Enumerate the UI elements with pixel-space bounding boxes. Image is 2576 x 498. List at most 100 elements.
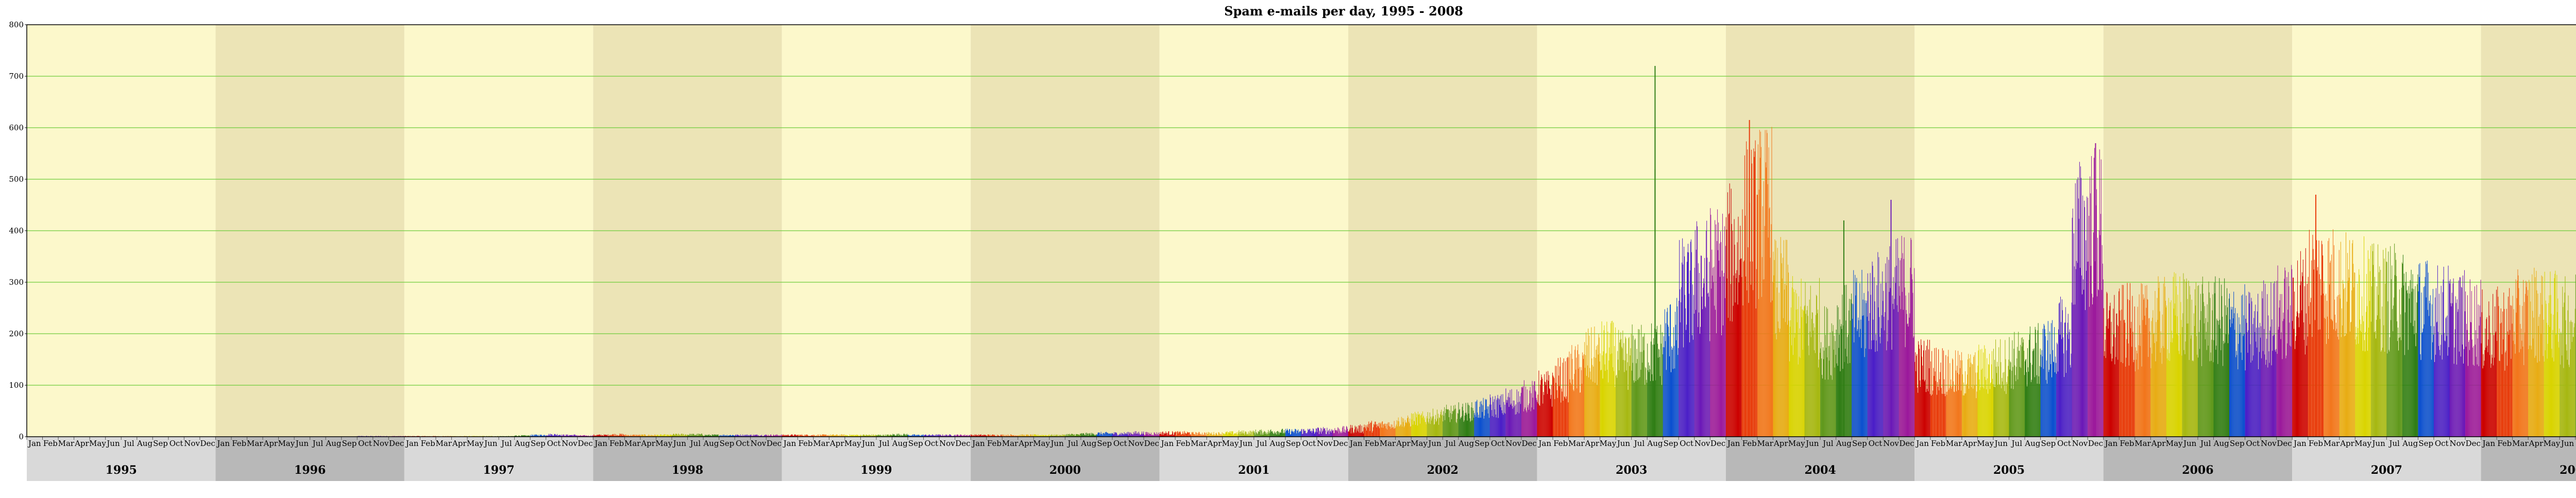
day-bar	[1597, 345, 1598, 437]
month-tick-label: Apr	[2529, 439, 2544, 448]
day-bar	[2395, 253, 2396, 437]
day-bar	[1307, 432, 1308, 437]
day-bar	[1735, 302, 1736, 437]
day-bar	[1858, 320, 1859, 437]
day-bar	[1611, 321, 1612, 437]
day-bar	[1458, 414, 1459, 437]
month-tick-label: Oct	[2057, 439, 2071, 448]
day-bar	[1633, 336, 1634, 437]
day-bar	[2242, 295, 2243, 437]
day-bar	[2437, 265, 2438, 437]
day-bar	[2197, 286, 2198, 437]
day-bar	[1751, 150, 1752, 437]
day-bar	[1120, 433, 1121, 437]
day-bar	[1821, 358, 1822, 437]
day-bar	[2260, 338, 2261, 437]
day-bar	[1915, 352, 1916, 437]
day-bar	[2342, 325, 2343, 437]
day-bar	[1901, 258, 1902, 437]
month-tick-label: May	[1411, 439, 1428, 448]
day-bar	[2405, 282, 2406, 437]
day-bar	[2553, 362, 2554, 437]
day-bar	[1303, 429, 1304, 437]
month-tick-label: Sep	[1664, 439, 1679, 448]
day-bar	[1961, 352, 1962, 437]
day-bar	[2099, 149, 2100, 437]
day-bar	[1299, 432, 1300, 437]
day-bar	[1567, 357, 1568, 437]
month-tick-label: Oct	[1869, 439, 1883, 448]
day-bar	[2180, 302, 2181, 437]
day-bar	[2452, 303, 2453, 437]
month-tick-label: Feb	[1365, 439, 1379, 448]
day-bar	[1328, 430, 1329, 437]
day-bar	[2519, 305, 2520, 437]
day-bar	[1374, 425, 1375, 437]
day-bar	[1402, 418, 1403, 437]
day-bar	[1588, 377, 1589, 437]
day-bar	[2206, 332, 2207, 437]
day-bar	[2473, 346, 2474, 437]
day-bar	[2288, 272, 2289, 437]
day-bar	[2184, 354, 2185, 437]
day-bar	[1239, 432, 1240, 437]
day-bar	[2336, 329, 2337, 437]
day-bar	[1492, 416, 1493, 437]
day-bar	[1957, 373, 1958, 437]
day-bar	[1131, 434, 1132, 437]
day-bar	[2199, 349, 2200, 437]
day-bar	[2502, 312, 2503, 437]
day-bar	[1897, 238, 1898, 437]
day-bar	[2207, 304, 2208, 437]
day-bar	[1157, 434, 1158, 437]
day-bar	[2125, 367, 2126, 437]
day-bar	[1305, 431, 1306, 437]
month-tick-label: Feb	[1176, 439, 1190, 448]
day-bar	[1591, 358, 1592, 437]
day-bar	[1508, 393, 1509, 437]
day-bar	[2239, 334, 2240, 437]
day-bar	[1774, 260, 1775, 437]
day-bar	[1953, 381, 1954, 437]
day-bar	[2416, 302, 2417, 437]
y-tick-left: 0	[19, 432, 24, 441]
day-bar	[1175, 432, 1176, 437]
day-bar	[1647, 344, 1648, 437]
month-tick-label: Dec	[1522, 439, 1537, 448]
day-bar	[1208, 432, 1209, 437]
day-bar	[1127, 434, 1128, 437]
day-bar	[2128, 344, 2129, 437]
day-bar	[1295, 429, 1296, 437]
day-bar	[1371, 421, 1372, 437]
day-bar	[1962, 374, 1963, 437]
day-bar	[1159, 432, 1160, 437]
day-bar	[2548, 325, 2549, 437]
day-bar	[1914, 362, 1915, 437]
day-bar	[1866, 303, 1867, 437]
day-bar	[1632, 324, 1633, 437]
day-bar	[1869, 349, 1870, 437]
day-bar	[2443, 280, 2444, 437]
month-tick-label: Nov	[373, 439, 389, 448]
day-bar	[2333, 329, 2334, 437]
day-bar	[2016, 358, 2017, 437]
month-tick-label: Sep	[719, 439, 734, 448]
day-bar	[2371, 286, 2372, 437]
day-bar	[1956, 391, 1957, 437]
day-bar	[1338, 434, 1339, 437]
day-bar	[2481, 344, 2482, 437]
day-bar	[2181, 355, 2182, 437]
day-bar	[2168, 298, 2169, 437]
day-bar	[2384, 352, 2385, 437]
year-label: 1995	[106, 463, 137, 477]
day-bar	[2028, 372, 2029, 437]
day-bar	[1580, 392, 1581, 437]
day-bar	[2106, 326, 2107, 437]
year-label: 1997	[483, 463, 514, 477]
day-bar	[1107, 433, 1108, 437]
day-bar	[1125, 433, 1126, 437]
day-bar	[2296, 316, 2297, 437]
day-bar	[2563, 368, 2564, 437]
month-tick-label: Aug	[137, 439, 152, 448]
day-bar	[1819, 278, 1820, 437]
